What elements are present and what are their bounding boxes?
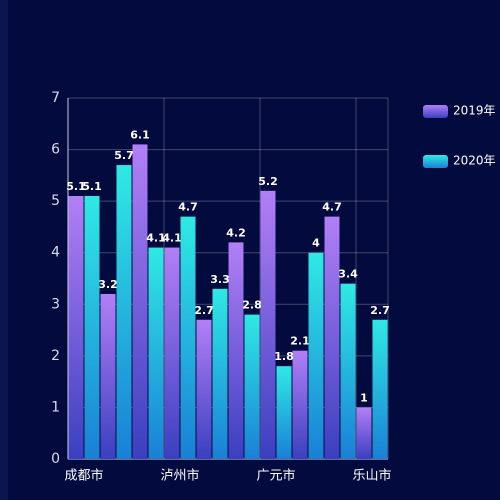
y-tick-label: 4: [51, 245, 60, 261]
data-label: 3.3: [210, 273, 230, 286]
data-label: 5.7: [114, 149, 134, 162]
x-tick-label: 乐山市: [352, 468, 391, 484]
bar: [100, 293, 116, 459]
y-tick-label: 0: [51, 451, 60, 467]
bar: [148, 247, 164, 459]
bar: [340, 283, 356, 459]
y-tick-label: 7: [51, 90, 60, 106]
data-label: 4.1: [162, 232, 182, 245]
data-label: 2.7: [194, 304, 214, 317]
bar: [308, 252, 324, 459]
bar: [68, 195, 84, 459]
bar: [164, 247, 180, 459]
data-label: 1: [360, 391, 368, 404]
bar: [212, 288, 228, 459]
bar: [372, 319, 388, 459]
data-label: 5.2: [258, 175, 278, 188]
y-tick-label: 1: [51, 399, 60, 415]
data-label: 3.4: [338, 268, 358, 281]
bar: [292, 350, 308, 459]
bar: [132, 144, 148, 459]
left-strip: [0, 0, 8, 500]
data-label: 4: [312, 237, 320, 250]
data-label: 4.1: [146, 232, 166, 245]
legend-icon: [423, 155, 448, 168]
x-tick-label: 广元市: [256, 468, 295, 484]
y-tick-label: 3: [51, 296, 60, 312]
bar: [196, 319, 212, 459]
bar: [180, 216, 196, 459]
x-tick-label: 泸州市: [160, 468, 199, 484]
data-label: 5.1: [82, 180, 102, 193]
data-label: 1.8: [274, 350, 294, 363]
data-label: 2.8: [242, 299, 262, 312]
data-label: 4.2: [226, 226, 246, 239]
bar: [276, 366, 292, 459]
x-tick-label: 成都市: [64, 468, 103, 484]
bar: [228, 242, 244, 459]
y-tick-label: 5: [51, 193, 60, 209]
bar: [260, 190, 276, 460]
y-tick-label: 2: [51, 348, 60, 364]
data-label: 4.7: [178, 201, 198, 214]
data-label: 5.1: [66, 180, 86, 193]
y-tick-label: 6: [51, 142, 60, 158]
bar: [84, 195, 100, 459]
bar: [244, 314, 260, 459]
bar: [116, 165, 132, 460]
bar: [324, 216, 340, 459]
bar: [356, 407, 372, 459]
legend-label: 2019年: [453, 104, 496, 118]
data-label: 4.7: [322, 201, 342, 214]
legend-icon: [423, 105, 448, 118]
data-label: 3.2: [98, 278, 118, 291]
legend-label: 2020年: [453, 154, 496, 168]
data-label: 2.1: [290, 335, 310, 348]
data-label: 6.1: [130, 128, 150, 141]
data-label: 2.7: [370, 304, 390, 317]
